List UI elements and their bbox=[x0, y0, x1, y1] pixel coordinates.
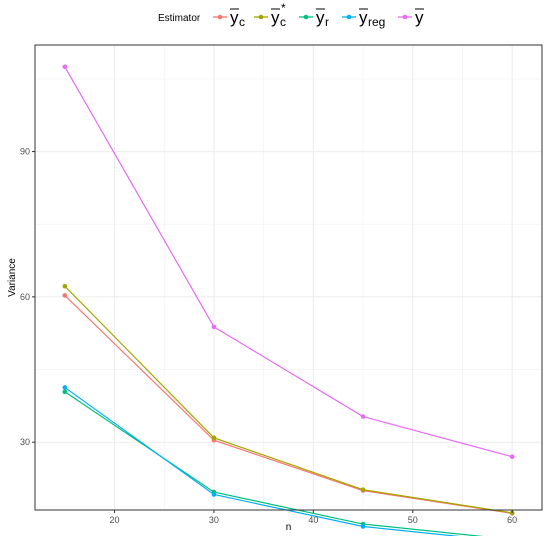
legend-label: y bbox=[230, 8, 239, 27]
data-point bbox=[211, 492, 217, 497]
legend-item-yc*: y c* bbox=[254, 1, 286, 29]
data-point bbox=[509, 454, 515, 460]
legend-label-sub: c bbox=[280, 15, 286, 29]
series-y bbox=[62, 64, 515, 460]
legend-label-sup: * bbox=[281, 1, 286, 15]
plot-background bbox=[35, 45, 542, 510]
axis-ticks: 20 30 40 50 60 30 60 90 bbox=[20, 147, 517, 525]
data-point bbox=[62, 283, 68, 289]
legend-key-point bbox=[346, 14, 352, 20]
data-point bbox=[360, 487, 366, 492]
legend-label: y bbox=[271, 8, 280, 27]
legend-key-point bbox=[402, 14, 408, 20]
legend-label: y bbox=[359, 8, 368, 27]
series-line bbox=[64, 66, 513, 458]
legend-label-sub: c bbox=[239, 15, 245, 29]
legend-label: y bbox=[415, 8, 424, 27]
legend-label-sub: reg bbox=[368, 15, 385, 29]
x-tick-label: 40 bbox=[308, 515, 318, 525]
legend: Estimator y c y c* y r y reg y bbox=[158, 1, 424, 29]
legend-item-y: y bbox=[398, 8, 424, 27]
data-point bbox=[62, 293, 68, 298]
x-tick-label: 50 bbox=[408, 515, 418, 525]
legend-key-point bbox=[303, 14, 309, 20]
data-point bbox=[62, 389, 68, 395]
y-tick-label: 60 bbox=[20, 292, 30, 302]
data-point bbox=[360, 414, 366, 419]
data-point bbox=[62, 64, 68, 70]
data-point bbox=[360, 524, 366, 529]
legend-label-sub: r bbox=[325, 15, 329, 29]
x-tick-label: 30 bbox=[209, 515, 219, 525]
x-tick-label: 20 bbox=[110, 515, 120, 525]
data-point bbox=[211, 324, 217, 330]
data-point bbox=[211, 435, 217, 441]
series-line bbox=[64, 391, 484, 536]
plot-panel-border bbox=[34, 44, 543, 511]
y-tick-label: 90 bbox=[20, 147, 30, 157]
data-point bbox=[62, 385, 68, 390]
x-axis-title: n bbox=[286, 522, 292, 533]
legend-key-point bbox=[258, 14, 264, 20]
y-axis-title: Variance bbox=[7, 258, 18, 297]
y-tick-label: 30 bbox=[20, 437, 30, 447]
x-tick-label: 60 bbox=[507, 515, 517, 525]
legend-item-yreg: y reg bbox=[342, 8, 385, 29]
series-line bbox=[64, 285, 513, 514]
legend-label: y bbox=[316, 8, 325, 27]
series-line bbox=[64, 294, 513, 514]
legend-title: Estimator bbox=[158, 13, 201, 24]
legend-key-point bbox=[217, 14, 223, 20]
